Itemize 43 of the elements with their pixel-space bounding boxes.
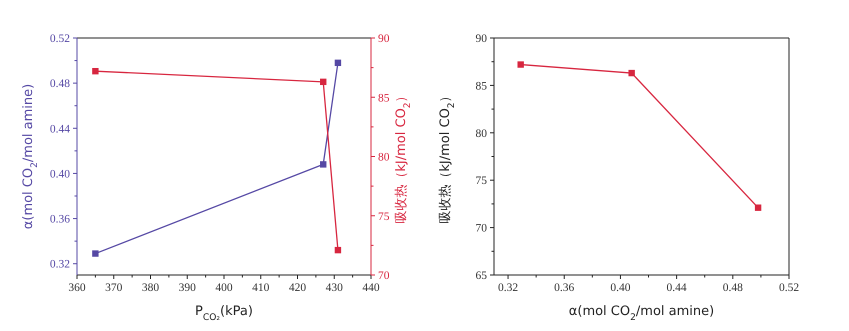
y-tick-label: 75 bbox=[476, 175, 488, 188]
x-tick-label: 0.40 bbox=[610, 282, 631, 294]
x-tick-label: 0.48 bbox=[722, 282, 744, 294]
point bbox=[334, 246, 342, 254]
x-tick-label: 370 bbox=[105, 282, 123, 294]
y-tick-label: 85 bbox=[476, 80, 488, 92]
x-tick-label: 430 bbox=[326, 282, 344, 294]
y-tick-label: 65 bbox=[476, 270, 488, 282]
point bbox=[320, 78, 326, 86]
x-tick-label: 400 bbox=[215, 282, 233, 294]
y2-tick-label: 85 bbox=[378, 92, 390, 104]
y2-tick-label: 90 bbox=[378, 33, 390, 45]
x-tick-label: 410 bbox=[252, 282, 270, 294]
point bbox=[517, 61, 524, 68]
point bbox=[320, 161, 326, 168]
x-tick-label: 440 bbox=[362, 282, 380, 294]
x-tick-label: 0.44 bbox=[666, 282, 687, 294]
y-tick-label: 0.36 bbox=[50, 214, 70, 226]
y-tick-label: 90 bbox=[476, 33, 488, 45]
point bbox=[754, 204, 762, 211]
x-tick-label: 0.36 bbox=[554, 282, 575, 294]
x-tick-label: 420 bbox=[288, 282, 306, 294]
point bbox=[334, 60, 342, 66]
y-tick-label: 70 bbox=[476, 222, 488, 235]
x-tick-label: 0.32 bbox=[498, 282, 518, 294]
x-axis-title: P$_{CO₂}$(kPa) bbox=[195, 304, 253, 323]
y2-tick-label: 80 bbox=[378, 152, 390, 164]
y2-tick-label: 75 bbox=[378, 210, 390, 223]
point bbox=[628, 70, 635, 76]
y-tick-label: 0.44 bbox=[50, 123, 70, 136]
x-tick-label: 0.52 bbox=[778, 282, 800, 294]
point bbox=[92, 250, 99, 257]
x-tick-label: 380 bbox=[142, 282, 160, 294]
y-tick-label: 0.40 bbox=[50, 168, 70, 180]
y-tick-label: 0.32 bbox=[50, 258, 70, 271]
y-tick-label: 0.52 bbox=[50, 33, 70, 45]
y2-tick-label: 70 bbox=[378, 270, 390, 282]
x-tick-label: 360 bbox=[68, 282, 86, 294]
x-tick-label: 390 bbox=[178, 282, 196, 294]
x-axis-title: α(mol CO$_{2}$/mol amine) bbox=[568, 304, 714, 323]
point bbox=[92, 68, 99, 74]
y-tick-label: 80 bbox=[476, 128, 488, 140]
y-tick-label: 0.48 bbox=[50, 78, 70, 90]
